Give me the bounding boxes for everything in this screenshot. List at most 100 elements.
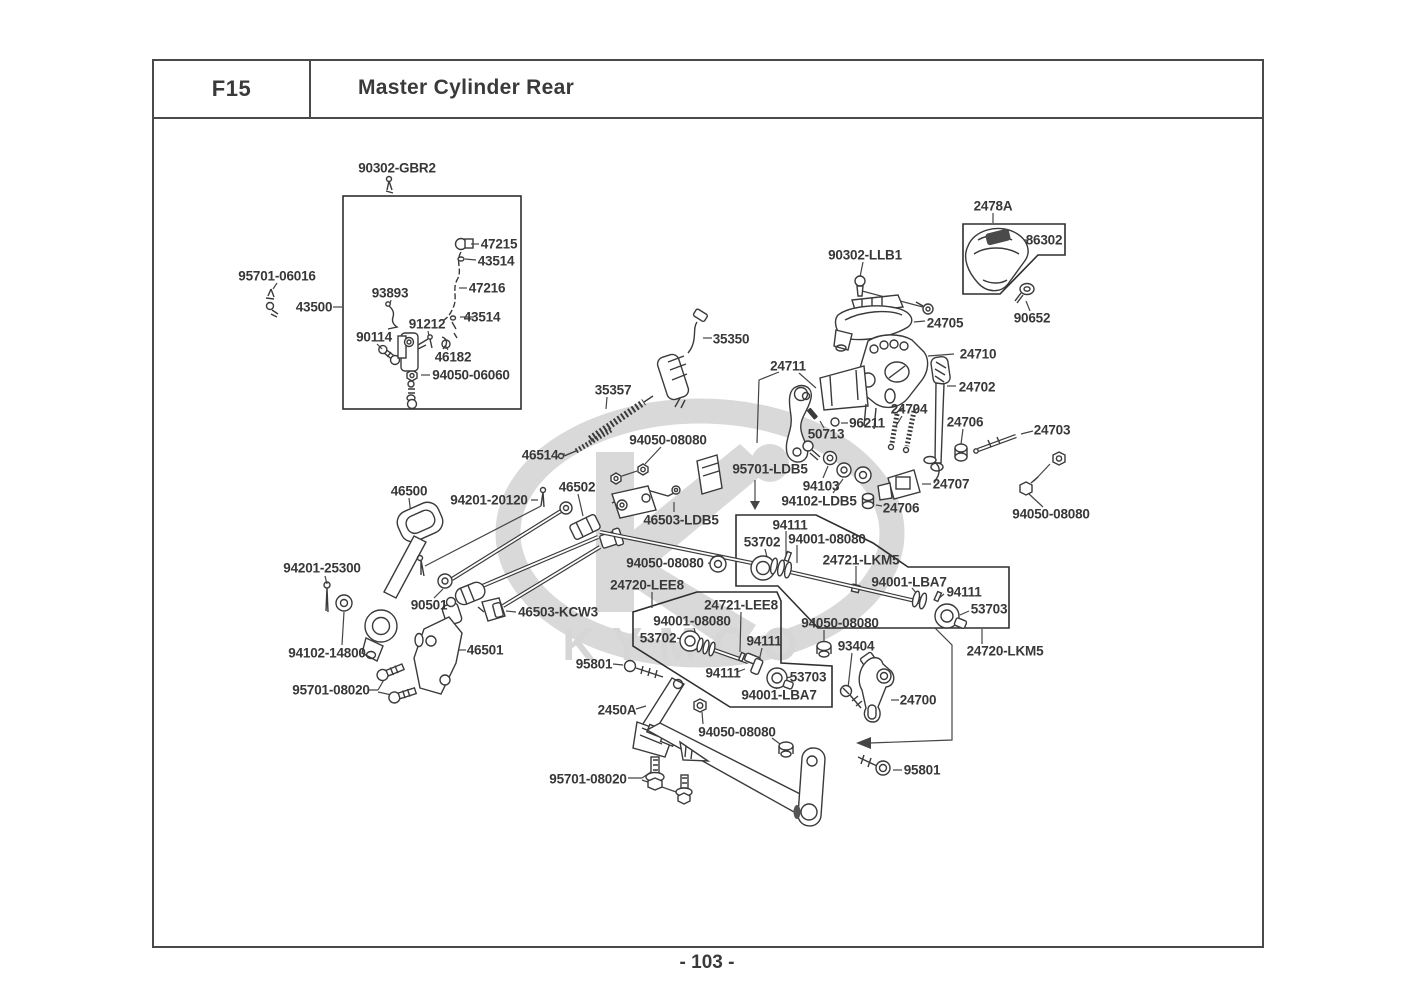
- part-label: 24705: [926, 315, 964, 331]
- part-label: 90501: [410, 597, 448, 613]
- bolt-94050-right: [1019, 451, 1066, 496]
- part-label: 94103: [802, 478, 840, 494]
- part-label: 94001-08080: [653, 613, 731, 629]
- part-label: 46501: [466, 642, 504, 658]
- part-label: 53702: [639, 630, 677, 646]
- bolt-95801-right: [857, 754, 891, 776]
- bolts-95701-08020-bottom: [645, 756, 693, 805]
- part-label: 46514: [521, 447, 559, 463]
- page-title: Master Cylinder Rear: [358, 76, 575, 99]
- part-label: 24720-LEE8: [610, 577, 684, 593]
- group-outline-lower-rod: [632, 591, 833, 708]
- part-label: 24706: [882, 500, 920, 516]
- master-cylinder-35350: [656, 308, 709, 409]
- screw-50713: [807, 407, 818, 420]
- page-code: F15: [211, 76, 252, 101]
- ring-96211: [830, 417, 840, 427]
- part-label: 2450A: [597, 702, 637, 718]
- group-outlines: [632, 223, 1066, 708]
- part-label: 90302-GBR2: [358, 160, 436, 176]
- part-label: 94050-08080: [801, 615, 879, 631]
- part-label: 94111: [772, 517, 808, 533]
- part-label: 94102-LDB5: [781, 493, 857, 509]
- group-outline-upper-rod: [735, 514, 1010, 629]
- part-label: 46502: [558, 479, 596, 495]
- part-label: 24707: [932, 476, 970, 492]
- part-label: 24710: [959, 346, 997, 362]
- grommet-94050-bottom: [778, 741, 794, 758]
- screw-90652: [1014, 282, 1035, 304]
- part-label: 43514: [477, 253, 515, 269]
- pin-24703: [973, 434, 1017, 454]
- part-label: 90652: [1013, 310, 1051, 326]
- part-label: 35350: [712, 331, 750, 347]
- part-label: 35357: [594, 382, 632, 398]
- bolt-95801-left: [623, 659, 664, 679]
- part-label: 46182: [434, 349, 472, 365]
- bushing-24706-lower: [861, 492, 875, 510]
- screw-93404: [839, 684, 863, 709]
- part-label: 53703: [789, 669, 827, 685]
- part-label: 24711: [770, 358, 806, 374]
- rod-24702: [930, 355, 951, 472]
- part-label: 24720-LKM5: [966, 643, 1044, 659]
- part-label: 86302: [1025, 232, 1063, 248]
- part-glyphs: [323, 227, 1066, 827]
- part-label: 43500: [295, 299, 333, 315]
- springs-24704: [887, 406, 920, 454]
- part-label: 90302-LLB1: [828, 247, 902, 263]
- assembly-arrow: [856, 627, 953, 749]
- spring-35357: [588, 395, 654, 442]
- part-label: 47216: [468, 280, 506, 296]
- part-label: 46500: [390, 483, 428, 499]
- bracket-46503-ldb5: [611, 454, 723, 519]
- spring-46514: [557, 427, 613, 460]
- bracket-46501: [413, 596, 463, 695]
- part-label: 94050-08080: [698, 724, 776, 740]
- bolts-95701-08020-left: [376, 663, 418, 704]
- bolt-95701-ldb5: [802, 440, 821, 461]
- part-label: 46503-LDB5: [643, 512, 719, 528]
- part-label: 94050-08080: [1012, 506, 1090, 522]
- part-label: 24721-LKM5: [822, 552, 900, 568]
- part-label: 95701-LDB5: [732, 461, 808, 477]
- cotter-pins: [323, 486, 547, 613]
- part-label: 24700: [899, 692, 937, 708]
- page-frame: [152, 59, 1264, 948]
- part-label: 47215: [480, 236, 518, 252]
- elbow-24707: [877, 455, 940, 501]
- bolt-90302-llb1: [854, 275, 934, 315]
- part-label: 91212: [408, 316, 446, 332]
- screw-glyph: [385, 175, 394, 194]
- part-label: 94111: [705, 665, 741, 681]
- part-label: 93404: [837, 638, 875, 654]
- part-label: 24721-LEE8: [704, 597, 778, 613]
- grommet-94050-mid: [816, 640, 832, 658]
- brake-pedal-46500: [361, 501, 444, 662]
- part-label: 94201-20120: [450, 492, 528, 508]
- lever-24705: [833, 294, 913, 352]
- bushing-24706-upper: [954, 443, 968, 462]
- part-label: 94102-14800: [288, 645, 366, 661]
- plate-24710: [819, 334, 929, 430]
- shift-knob-86302: [964, 227, 1029, 292]
- part-label: 94111: [746, 633, 782, 649]
- code-box: [152, 59, 311, 119]
- part-label: 94001-LBA7: [871, 574, 947, 590]
- part-label: 93893: [371, 285, 409, 301]
- part-label: 95701-08020: [292, 682, 370, 698]
- pedal-assembly-2450a: [632, 677, 826, 827]
- group-outline-2478a: [962, 223, 1066, 295]
- part-label: 43514: [463, 309, 501, 325]
- part-label: 24706: [946, 414, 984, 430]
- part-label: 95801: [575, 656, 613, 672]
- inset-detail-box: [265, 175, 522, 410]
- part-label: 94001-LBA7: [741, 687, 817, 703]
- part-label: 50713: [807, 426, 845, 442]
- part-label: 53702: [743, 534, 781, 550]
- part-label: 94050-08080: [629, 432, 707, 448]
- part-label: 95801: [903, 762, 941, 778]
- tie-rod-upper: [750, 550, 968, 630]
